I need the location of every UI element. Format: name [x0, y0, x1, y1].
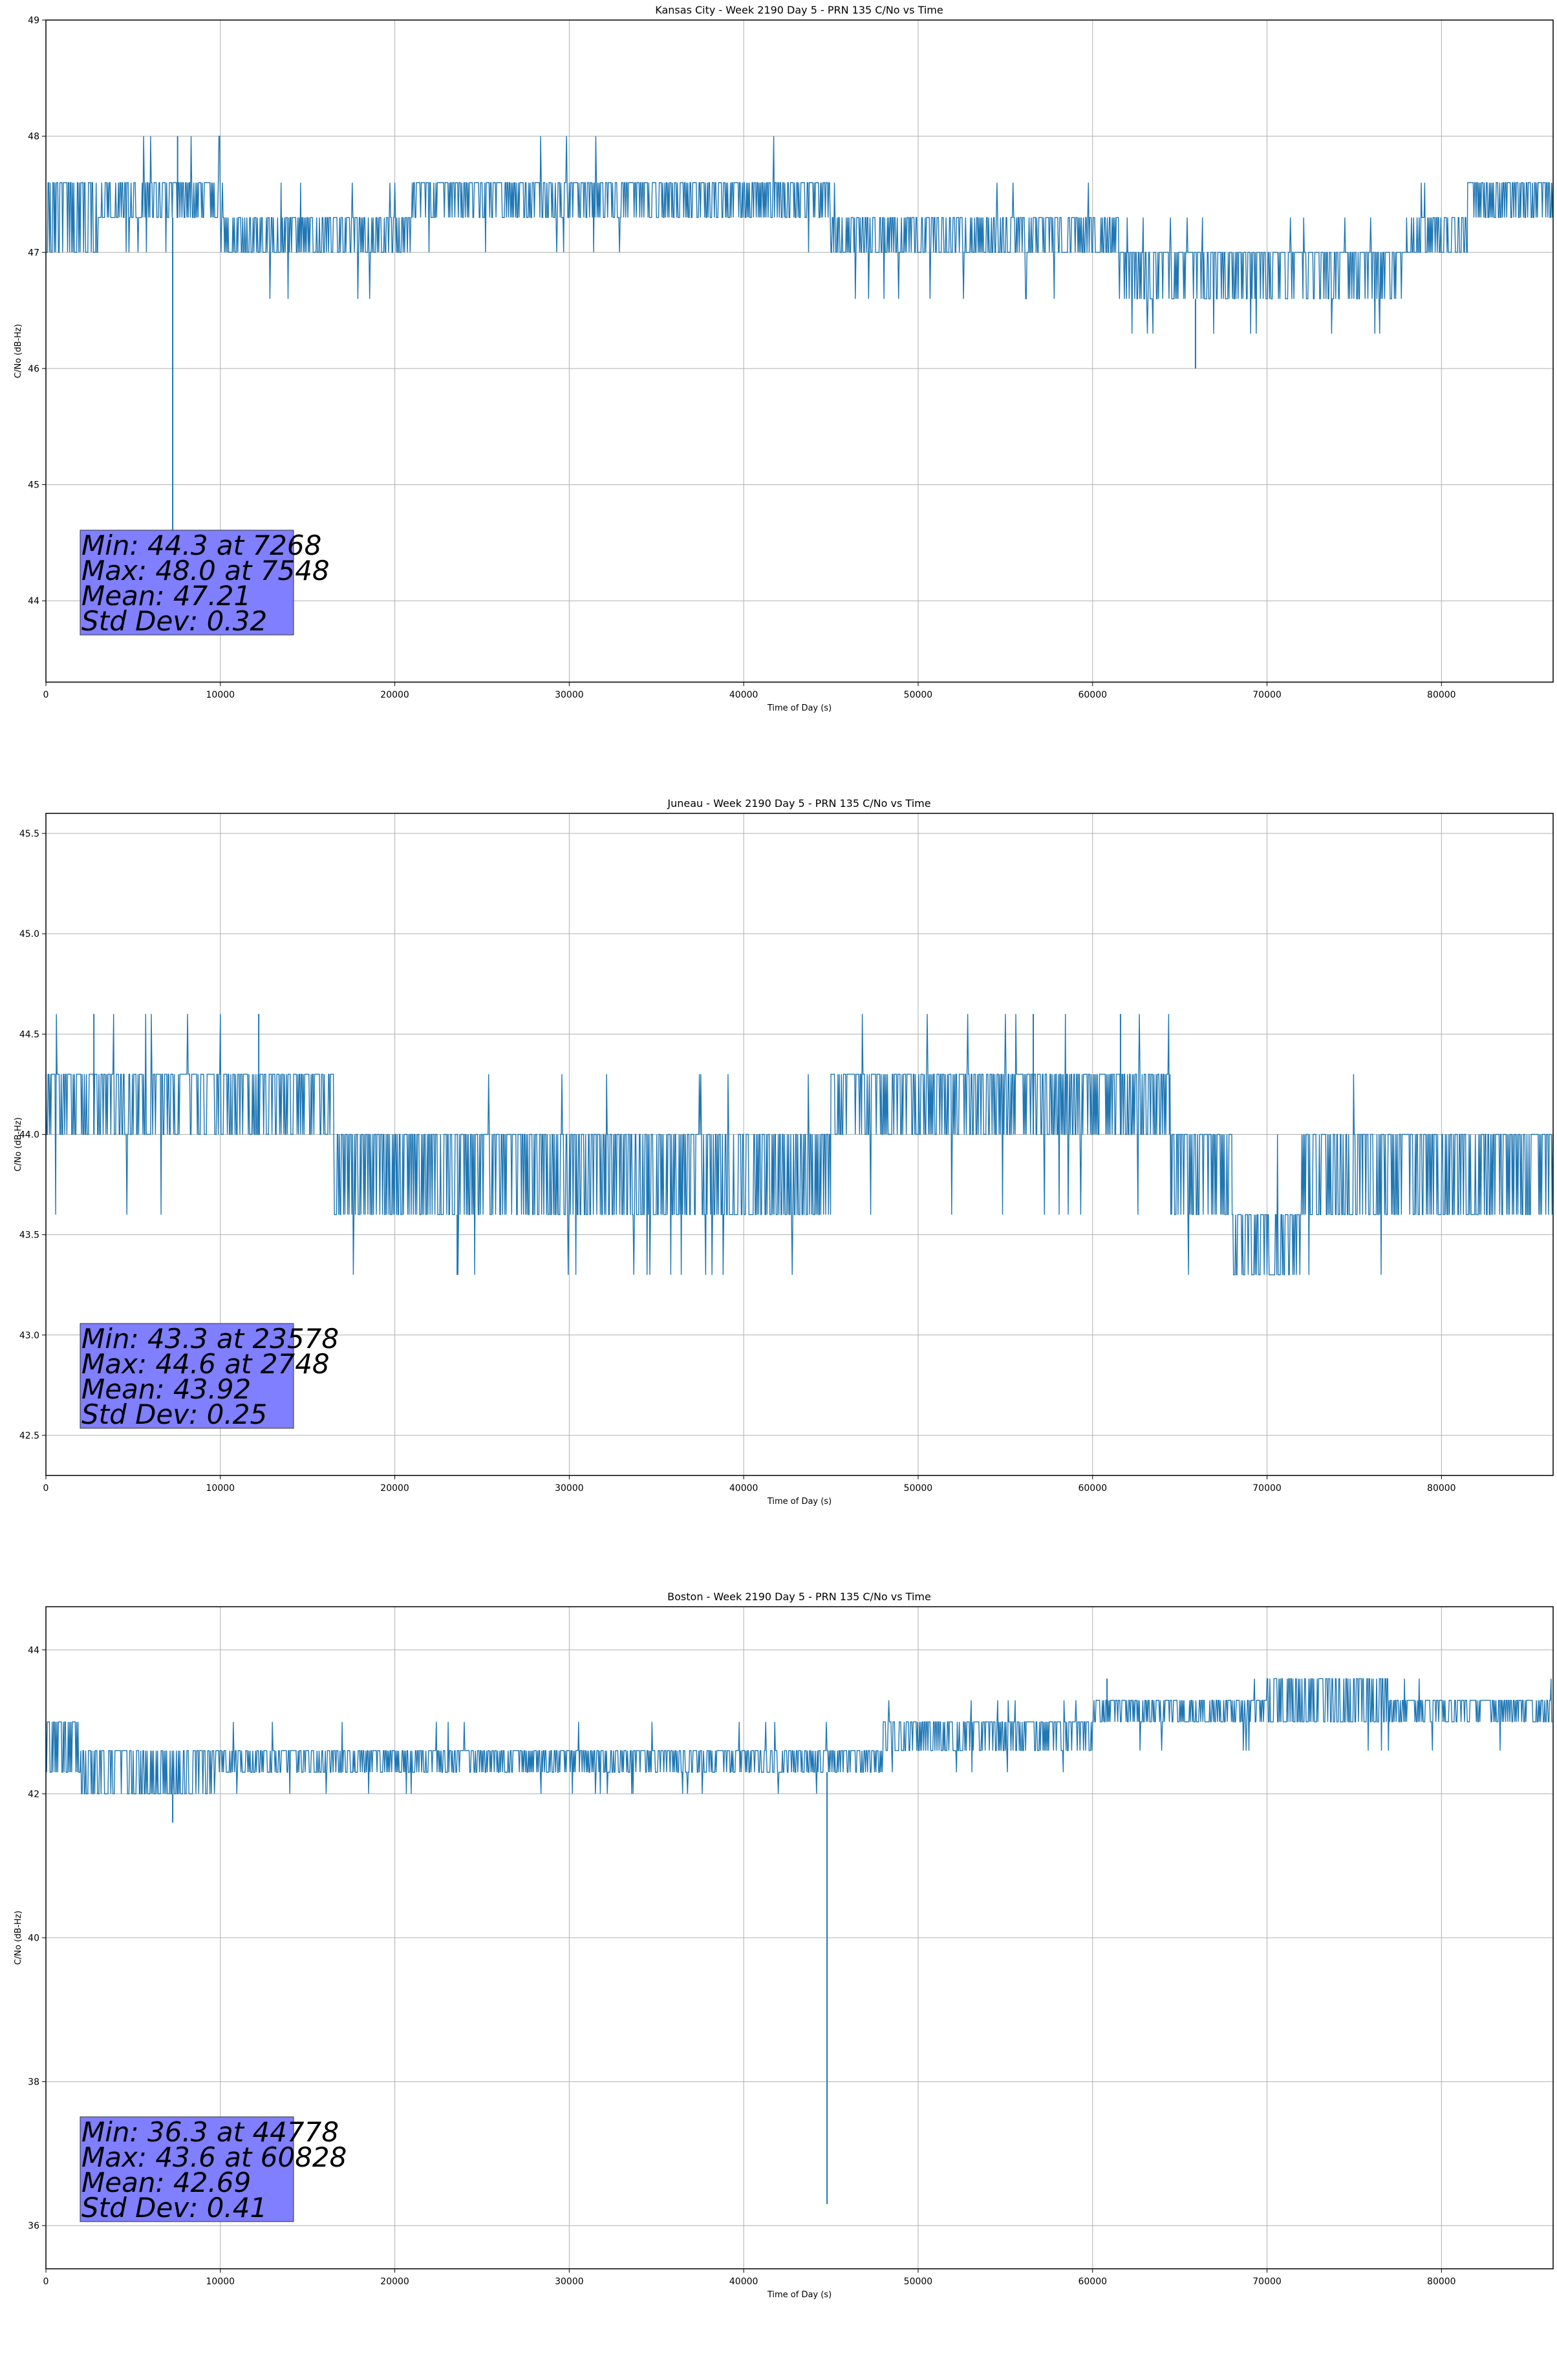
x-tick-label: 30000: [555, 690, 584, 700]
y-tick-label: 44.5: [19, 1029, 39, 1040]
y-tick-label: 36: [28, 2221, 39, 2231]
x-tick-label: 20000: [380, 2277, 409, 2287]
x-tick-label: 30000: [555, 2277, 584, 2287]
stats-max: Max: 44.6 at 2748: [81, 1348, 330, 1380]
chart-title: Juneau - Week 2190 Day 5 - PRN 135 C/No …: [667, 797, 930, 809]
stats-background: [80, 530, 294, 636]
y-tick-label: 44: [28, 1646, 39, 1656]
x-tick-label: 10000: [206, 1483, 235, 1494]
x-tick-label: 40000: [729, 1483, 758, 1494]
x-axis-label: Time of Day (s): [767, 2290, 832, 2300]
x-tick-label: 50000: [904, 690, 933, 700]
x-tick-label: 70000: [1252, 1483, 1282, 1494]
y-tick-label: 43.0: [19, 1331, 39, 1341]
y-tick-label: 43.5: [19, 1230, 39, 1241]
y-tick-label: 44.0: [19, 1130, 39, 1140]
y-tick-label: 47: [28, 248, 39, 258]
y-tick-label: 42: [28, 1789, 39, 1799]
chart-title: Boston - Week 2190 Day 5 - PRN 135 C/No …: [667, 1591, 931, 1603]
y-tick-label: 44: [28, 596, 39, 606]
cno-line: [45, 1678, 1552, 1795]
x-tick-label: 20000: [380, 1483, 409, 1494]
cno-line: [46, 135, 1554, 334]
cno-line: [45, 1014, 1554, 1276]
stats-min: Min: 43.3 at 23578: [81, 1323, 339, 1355]
stats-box: Min: 36.3 at 44778 Max: 43.6 at 60828 Me…: [80, 2116, 347, 2224]
y-tick-label: 45.0: [19, 929, 39, 939]
x-tick-label: 70000: [1252, 690, 1282, 700]
x-tick-label: 20000: [380, 690, 409, 700]
y-tick-label: 38: [28, 2077, 39, 2088]
stats-std-dev: Std Dev: 0.25: [81, 1399, 267, 1430]
y-tick-label: 48: [28, 132, 39, 142]
y-axis-label: C/No (dB-Hz): [14, 1911, 23, 1965]
axis-ticks: 0 10000 20000 30000 40000 50000 60000 70000 8000…: [19, 829, 1456, 1494]
stats-max: Max: 48.0 at 7548: [81, 555, 330, 586]
stats-background: [80, 2116, 294, 2222]
y-axis-label: C/No (dB-Hz): [14, 1117, 23, 1172]
x-tick-label: 40000: [729, 2277, 758, 2287]
plot-frame: [45, 813, 1554, 1476]
x-axis-label: Time of Day (s): [767, 1497, 832, 1506]
x-tick-label: 80000: [1427, 690, 1456, 700]
cno-series: [45, 1014, 1554, 1276]
y-tick-label: 42.5: [19, 1431, 39, 1441]
x-tick-label: 80000: [1427, 1483, 1456, 1494]
y-tick-label: 40: [28, 1933, 39, 1944]
x-tick-label: 0: [43, 2277, 49, 2287]
x-tick-label: 50000: [904, 1483, 933, 1494]
chart-title: Kansas City - Week 2190 Day 5 - PRN 135 …: [655, 4, 943, 16]
stats-max: Max: 43.6 at 60828: [81, 2141, 347, 2173]
juneau-chart: Juneau - Week 2190 Day 5 - PRN 135 C/No …: [14, 797, 1554, 1506]
y-tick-label: 45: [28, 480, 39, 491]
stats-min: Min: 36.3 at 44778: [81, 2116, 339, 2148]
x-tick-label: 60000: [1078, 1483, 1107, 1494]
stats-std-dev: Std Dev: 0.32: [81, 605, 267, 637]
x-tick-label: 80000: [1427, 2277, 1456, 2287]
y-tick-label: 45.5: [19, 829, 39, 839]
x-tick-label: 30000: [555, 1483, 584, 1494]
stats-min: Min: 44.3 at 7268: [81, 530, 321, 561]
x-tick-label: 40000: [729, 690, 758, 700]
boston-chart: Boston - Week 2190 Day 5 - PRN 135 C/No …: [14, 1591, 1554, 2300]
y-tick-label: 49: [28, 16, 39, 26]
stats-mean: Mean: 42.69: [81, 2167, 251, 2198]
stats-std-dev: Std Dev: 0.41: [81, 2192, 267, 2224]
x-tick-label: 60000: [1078, 690, 1107, 700]
stats-mean: Mean: 43.92: [81, 1373, 251, 1405]
stats-mean: Mean: 47.21: [81, 580, 251, 612]
y-axis-label: C/No (dB-Hz): [14, 324, 23, 378]
cno-series: [46, 135, 1554, 566]
cno-series: [45, 1678, 1552, 2204]
axis-ticks: 0 10000 20000 30000 40000 50000 60000 70000 8000…: [28, 1646, 1455, 2287]
x-tick-label: 10000: [206, 690, 235, 700]
axis-ticks: 0 10000 20000 30000 40000 50000 60000 70000 8000…: [28, 16, 1455, 700]
stats-background: [80, 1323, 294, 1429]
x-tick-label: 0: [43, 1483, 49, 1494]
x-axis-label: Time of Day (s): [767, 703, 832, 713]
x-tick-label: 50000: [904, 2277, 933, 2287]
x-tick-label: 10000: [206, 2277, 235, 2287]
x-tick-label: 0: [43, 690, 49, 700]
stats-box: Min: 44.3 at 7268 Max: 48.0 at 7548 Mean…: [80, 530, 330, 637]
x-tick-label: 60000: [1078, 2277, 1107, 2287]
x-tick-label: 70000: [1252, 2277, 1282, 2287]
plot-frame: [45, 19, 1554, 683]
stats-box: Min: 43.3 at 23578 Max: 44.6 at 2748 Mea…: [80, 1323, 339, 1430]
kansas-city-chart: Kansas City - Week 2190 Day 5 - PRN 135 …: [14, 4, 1554, 713]
y-tick-label: 46: [28, 364, 39, 374]
